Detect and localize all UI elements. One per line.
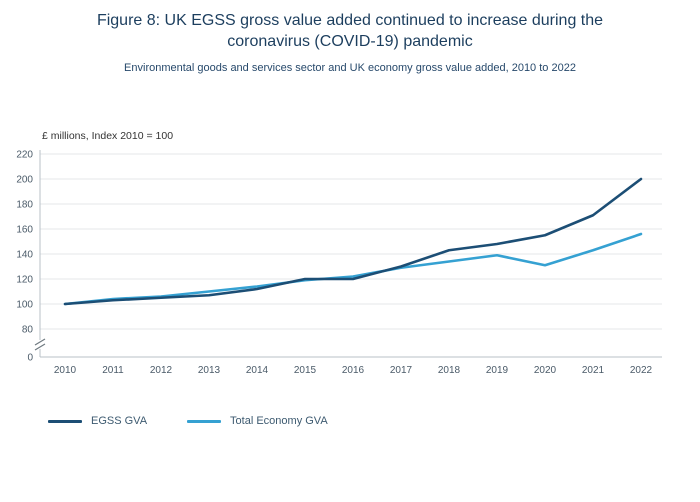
- title-line-2: coronavirus (COVID-19) pandemic: [227, 33, 473, 51]
- svg-text:140: 140: [16, 250, 33, 261]
- line-chart: 220 200 180 160 140 120 100 80 0 2010 2011 2012 2013…: [16, 150, 662, 376]
- svg-text:160: 160: [16, 225, 33, 236]
- svg-text:220: 220: [16, 150, 33, 161]
- svg-text:2013: 2013: [198, 365, 221, 376]
- svg-text:180: 180: [16, 200, 33, 211]
- legend-item-egss: EGSS GVA: [48, 415, 147, 427]
- svg-text:2018: 2018: [438, 365, 461, 376]
- title-line-1: Figure 8: UK EGSS gross value added cont…: [96, 12, 604, 29]
- svg-text:2017: 2017: [390, 365, 413, 376]
- svg-text:2016: 2016: [342, 365, 365, 376]
- svg-text:100: 100: [16, 300, 33, 311]
- legend-label-egss: EGSS GVA: [91, 415, 148, 428]
- page-title: Figure 8: UK EGSS gross value added cont…: [0, 10, 700, 52]
- legend: EGSS GVA Total Economy GVA: [48, 415, 700, 427]
- svg-text:2020: 2020: [534, 365, 557, 376]
- legend-label-total-economy: Total Economy GVA: [230, 415, 328, 428]
- svg-text:0: 0: [27, 353, 33, 364]
- svg-text:2022: 2022: [630, 365, 653, 376]
- svg-text:2019: 2019: [486, 365, 509, 376]
- svg-text:2014: 2014: [246, 365, 269, 376]
- svg-text:80: 80: [22, 325, 34, 336]
- svg-text:2015: 2015: [294, 365, 317, 376]
- svg-text:120: 120: [16, 275, 33, 286]
- svg-text:200: 200: [16, 175, 33, 186]
- svg-text:2010: 2010: [54, 365, 77, 376]
- axis-unit-label: £ millions, Index 2010 = 100: [42, 130, 174, 143]
- legend-swatch-egss: [48, 419, 82, 423]
- legend-item-total-economy: Total Economy GVA: [187, 415, 328, 427]
- svg-text:2021: 2021: [582, 365, 605, 376]
- legend-swatch-total: [187, 419, 222, 423]
- chart-header: Figure 8: UK EGSS gross value added cont…: [0, 0, 700, 74]
- svg-text:2012: 2012: [150, 365, 173, 376]
- page-subtitle: Environmental goods and services sector …: [124, 62, 576, 75]
- svg-text:2011: 2011: [102, 365, 124, 376]
